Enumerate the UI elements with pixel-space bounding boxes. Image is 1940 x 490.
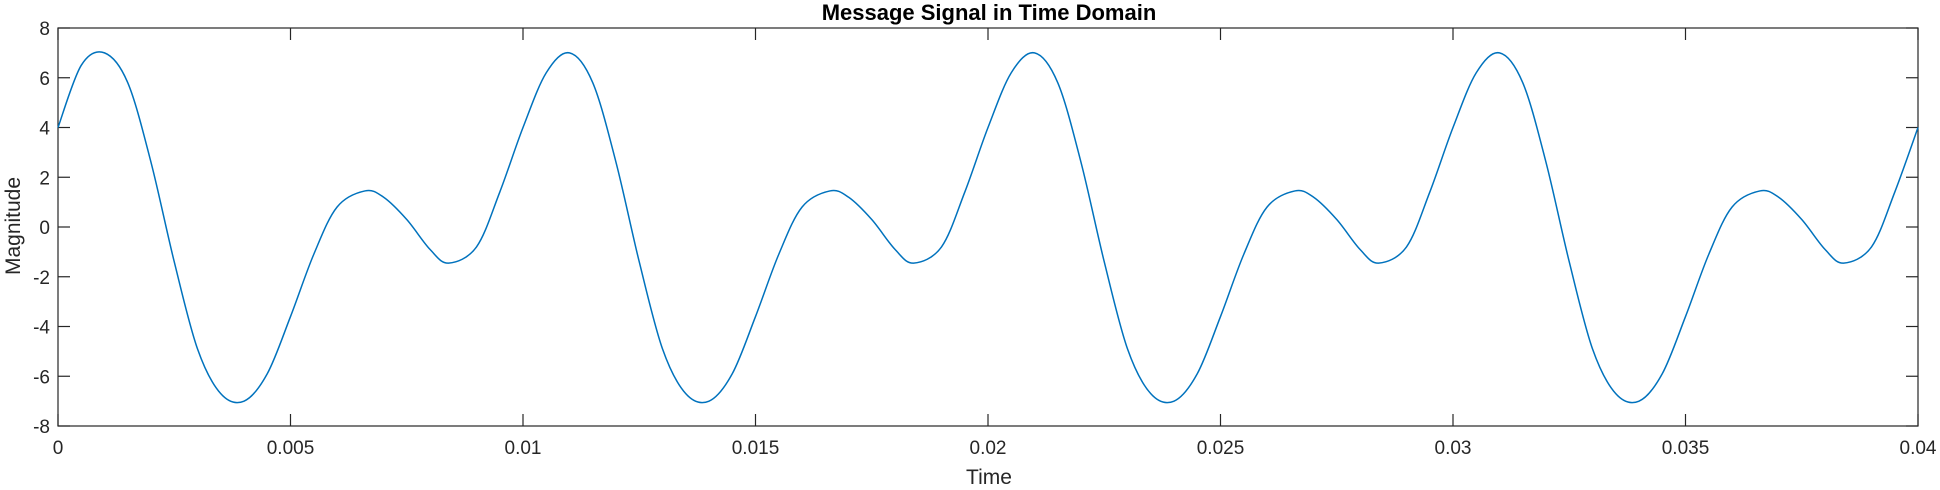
y-tick-label: 0	[39, 218, 50, 239]
y-tick-label: 6	[39, 69, 50, 90]
y-tick-label: -4	[33, 318, 50, 339]
x-tick-label: 0.015	[732, 438, 780, 459]
y-tick-label: -6	[33, 367, 50, 388]
plot-area-box	[57, 27, 1919, 427]
x-tick-label: 0.02	[970, 438, 1007, 459]
y-tick-label: 2	[39, 168, 50, 189]
y-tick-label: -8	[33, 417, 50, 438]
x-axis-label: Time	[966, 466, 1012, 489]
series-line	[57, 51, 1919, 404]
y-tick-label: 8	[39, 19, 50, 40]
x-tick-label: 0.04	[1900, 438, 1937, 459]
x-tick-label: 0.01	[505, 438, 542, 459]
axes	[57, 27, 1919, 427]
x-tick-label: 0.025	[1197, 438, 1245, 459]
y-tick-label: -2	[33, 268, 50, 289]
x-tick-label: 0.005	[267, 438, 315, 459]
y-tick-label: 4	[39, 119, 50, 140]
ticks: 0 0.005 0.01 0.015 0.02 0.025 0.03 0.035 0.04 -8 -…	[33, 19, 1937, 459]
x-tick-label: 0.035	[1662, 438, 1710, 459]
chart-title: Message Signal in Time Domain	[822, 0, 1157, 25]
x-tick-label: 0.03	[1435, 438, 1472, 459]
series-group	[57, 51, 1919, 404]
y-axis-label: Magnitude	[2, 177, 25, 275]
x-tick-label: 0	[53, 438, 64, 459]
